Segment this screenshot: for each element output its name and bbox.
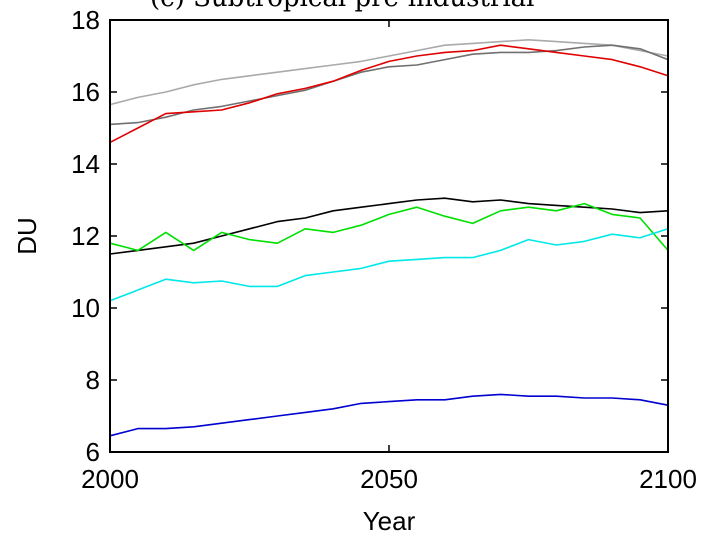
series-line-2: [109, 44, 669, 126]
x-tick-label: 2000: [81, 464, 139, 494]
chart-title: (c) Subtropical pre-industrial: [150, 0, 535, 13]
series-line-4: [109, 197, 669, 255]
y-tick-label: 18: [71, 5, 100, 35]
series-line-1: [109, 38, 669, 106]
series-line-3: [109, 44, 669, 144]
x-axis-label: Year: [363, 506, 416, 536]
y-tick-label: 6: [86, 437, 100, 467]
y-tick-label: 10: [71, 293, 100, 323]
x-tick-label: 2050: [360, 464, 418, 494]
x-tick-label: 2100: [639, 464, 697, 494]
series-line-6: [109, 228, 669, 302]
y-tick-label: 16: [71, 77, 100, 107]
y-tick-label: 8: [86, 365, 100, 395]
y-tick-label: 14: [71, 149, 100, 179]
y-tick-label: 12: [71, 221, 100, 251]
y-axis-label: DU: [12, 217, 42, 255]
series-line-7: [109, 393, 669, 437]
series-line-5: [109, 202, 669, 252]
